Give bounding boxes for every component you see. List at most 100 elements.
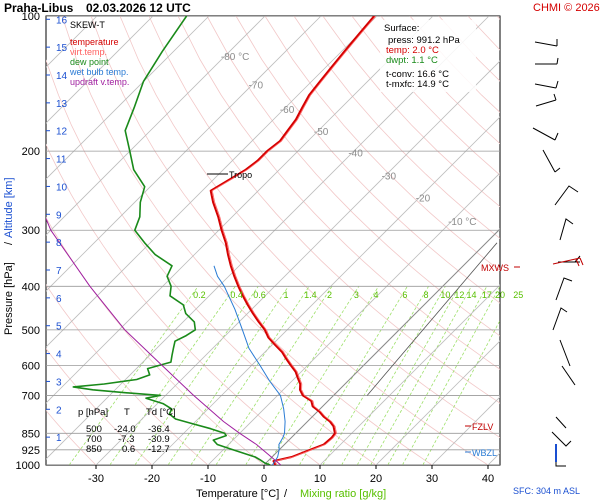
- altitude-tick: 16: [56, 15, 68, 26]
- mixing-ratio-line: [322, 286, 429, 465]
- pressure-tick: 200: [22, 146, 40, 158]
- altitude-tick: 1: [56, 433, 62, 444]
- altitude-tick: 9: [56, 210, 62, 221]
- isotherm: [544, 16, 600, 465]
- wind-barb: [555, 446, 566, 467]
- wind-barb: [555, 416, 567, 429]
- mixing-ratio-label: 3: [354, 290, 359, 300]
- table-td: -12.7: [148, 444, 170, 455]
- altitude-axis-label: Altitude [km]: [3, 177, 15, 238]
- isotherm-label: -20: [416, 193, 431, 204]
- altitude-tick: 6: [56, 294, 62, 305]
- wind-barb: [532, 127, 559, 141]
- temperature-tick: 0: [261, 473, 267, 485]
- table-p: 850: [86, 444, 102, 455]
- isotherm-label: -50: [314, 127, 329, 138]
- temperature-tick: -20: [144, 473, 160, 485]
- table-p: 500: [86, 424, 102, 435]
- table-p: 700: [86, 434, 102, 445]
- mixing-ratio-label: 17: [482, 290, 492, 300]
- level-table: p [hPa] T Td [°C] 500 -24.0 -36.4 700 -7…: [78, 407, 176, 455]
- pressure-tick: 600: [22, 360, 40, 372]
- wind-barb: [535, 93, 557, 107]
- dry-adiabat: [526, 16, 600, 465]
- dry-adiabat: [322, 16, 500, 208]
- wind-barbs: [532, 39, 584, 467]
- wind-barb: [542, 149, 561, 173]
- legend-wet-bulb: wet bulb temp.: [69, 67, 129, 77]
- wind-barb: [535, 57, 559, 65]
- table-header-td: Td [°C]: [146, 407, 176, 418]
- isotherm: [46, 16, 210, 180]
- isotherm: [487, 452, 500, 465]
- pressure-tick: 300: [22, 225, 40, 237]
- dry-adiabat: [206, 16, 500, 337]
- mixing-ratio-line: [402, 286, 500, 465]
- tropo-label: Tropo: [229, 170, 252, 180]
- altitude-tick: 8: [56, 238, 62, 249]
- dry-adiabat: [496, 16, 500, 20]
- mixing-ratio-line: [356, 286, 460, 465]
- mixing-ratio-label: 1: [283, 290, 288, 300]
- mixing-ratio-line: [341, 286, 446, 465]
- surface-tconv: t-conv: 16.6 °C: [386, 69, 449, 80]
- table-t: -24.0: [114, 424, 136, 435]
- isotherm-label: -10 °C: [448, 217, 476, 228]
- temperature-tick: 40: [482, 473, 494, 485]
- table-td: -36.4: [148, 424, 170, 435]
- wind-barb: [559, 339, 571, 367]
- mixing-ratio-label: 2: [327, 290, 332, 300]
- mixing-ratio-label: 6: [402, 290, 407, 300]
- surface-tmxfc: t-mxfc: 14.9 °C: [386, 79, 449, 90]
- grid-layer: [46, 16, 600, 465]
- legend-updraft: updraft v.temp.: [70, 77, 129, 87]
- series-wet-bulb-temp: [213, 265, 286, 465]
- pressure-tick: 500: [22, 325, 40, 337]
- altitude-tick: 14: [56, 71, 68, 82]
- altitude-tick: 2: [56, 405, 62, 416]
- mixing-ratio-line: [190, 286, 310, 465]
- legend: SKEW-T temperature virt.temp. dew point …: [69, 20, 129, 87]
- sfc-label: SFC: 304 m ASL: [513, 486, 580, 496]
- wind-barb: [555, 277, 573, 301]
- credit-text: CHMI © 2026: [533, 2, 600, 14]
- isotherm-zero: [263, 228, 500, 465]
- temperature-tick: 30: [426, 473, 438, 485]
- wind-barb: [534, 80, 559, 89]
- wind-barb: [534, 39, 558, 47]
- table-t: -7.3: [118, 434, 134, 445]
- dry-adiabat: [148, 16, 500, 404]
- table-header-p: p [hPa]: [78, 407, 108, 418]
- series-layer: [46, 16, 498, 465]
- pressure-tick: 100: [22, 11, 40, 23]
- temperature-axis-label: Temperature [°C]: [196, 488, 279, 500]
- isotherm: [46, 16, 434, 404]
- legend-dew-point: dew point: [70, 57, 109, 67]
- mixing-ratio-line: [167, 286, 289, 465]
- mixing-ratio-label: 0.6: [253, 290, 266, 300]
- isotherm: [151, 116, 500, 465]
- mixing-ratio-line: [267, 286, 379, 465]
- mixing-ratio-label: 14: [466, 290, 476, 300]
- mixing-ratio-line: [68, 286, 199, 465]
- mixing-ratio-axis-label: Mixing ratio [g/kg]: [300, 488, 386, 500]
- altitude-tick: 15: [56, 43, 68, 54]
- wind-barb: [554, 185, 579, 206]
- temperature-tick: -10: [200, 473, 216, 485]
- altitude-tick: 13: [56, 99, 68, 110]
- isotherm-label: -30: [382, 171, 397, 182]
- altitude-tick: 11: [56, 155, 67, 166]
- mixing-ratio-label: 1.4: [304, 290, 317, 300]
- station-title: Praha-Libus: [4, 1, 74, 15]
- dry-adiabat: [235, 16, 500, 304]
- table-t: 0.6: [122, 444, 135, 455]
- wind-barb: [559, 218, 574, 241]
- altitude-tick: 10: [56, 182, 68, 193]
- isotherm-label: -80 °C: [221, 52, 249, 63]
- altitude-tick: 3: [56, 377, 62, 388]
- mixing-ratio-line: [370, 286, 472, 465]
- fzlv-label: FZLV: [472, 422, 493, 432]
- mixing-ratio-label: 4: [374, 290, 379, 300]
- series-updraft-v-temp: [46, 217, 282, 465]
